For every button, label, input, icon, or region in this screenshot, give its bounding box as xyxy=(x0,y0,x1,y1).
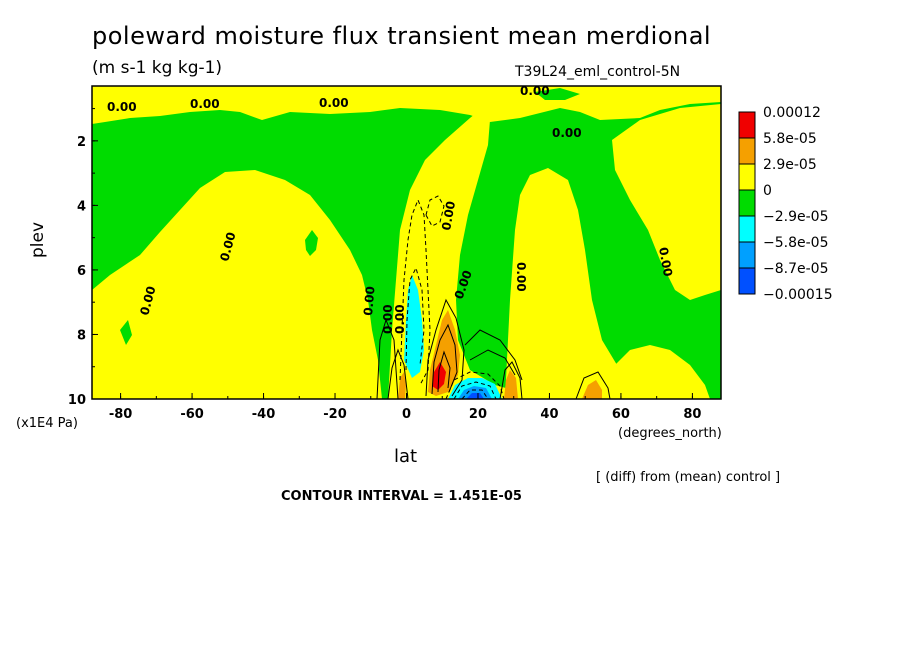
y-axis-units: (x1E4 Pa) xyxy=(16,416,78,431)
contour-neg-2 xyxy=(405,266,425,371)
contour-neg-1 xyxy=(399,198,431,386)
orange-lobe-50n xyxy=(582,380,602,399)
contour-pos-1 xyxy=(425,298,465,397)
colorbar-swatch xyxy=(738,215,756,243)
yellow-tongue-b xyxy=(200,230,248,399)
y-tick-label: 2 xyxy=(77,135,86,150)
yellow-far-north xyxy=(612,104,721,300)
x-tick-label: -60 xyxy=(180,407,204,422)
contour-neg-4 xyxy=(445,371,505,399)
y-tick-label: 6 xyxy=(77,264,86,279)
colorbar-label: −5.8e-05 xyxy=(763,235,828,251)
run-label: T39L24_eml_control-5N xyxy=(515,64,681,80)
green-hole-1 xyxy=(305,230,318,256)
x-tick-label: 40 xyxy=(540,407,558,422)
y-tick-label: 10 xyxy=(68,393,86,408)
colorbar-label: −0.00015 xyxy=(763,287,833,303)
colorbar-label: −2.9e-05 xyxy=(763,209,828,225)
contour-pos-7 xyxy=(376,318,399,399)
contour-pos-4 xyxy=(499,361,523,399)
negative-contour-lines xyxy=(399,195,505,399)
colorbar-label: 2.9e-05 xyxy=(763,157,817,173)
x-axis-label: lat xyxy=(394,446,418,467)
contour-label: 0.00 xyxy=(381,304,395,334)
yellow-lower-right xyxy=(600,345,710,399)
contour-label: 0.00 xyxy=(520,84,550,98)
contour-label: 0.00 xyxy=(190,97,220,111)
x-tick-label: 20 xyxy=(469,407,487,422)
blue-bottom-lobe xyxy=(458,386,492,399)
x-tick-label: -80 xyxy=(109,407,133,422)
colorbar-label: 0.00012 xyxy=(763,105,821,121)
cyan-equator-lobe xyxy=(404,275,424,378)
x-tick-label: 0 xyxy=(402,407,411,422)
y-axis-ticks: 2 4 6 8 10 xyxy=(68,108,98,408)
x-tick-label: 80 xyxy=(683,407,701,422)
colorbar-swatch xyxy=(738,137,756,165)
x-tick-label: -40 xyxy=(252,407,276,422)
chart-title: poleward moisture flux transient mean me… xyxy=(92,22,712,50)
contour-label: 0.00 xyxy=(107,100,137,114)
contour-label: 0.00 xyxy=(656,246,675,278)
green-hole-2 xyxy=(120,320,132,345)
contour-pos-9 xyxy=(469,349,516,376)
colorbar-swatch xyxy=(738,267,756,295)
contour-label: 0.00 xyxy=(514,262,528,292)
contour-label: 0.00 xyxy=(393,304,407,334)
contour-label: 0.00 xyxy=(361,286,378,317)
contour-neg-3 xyxy=(425,195,445,227)
yellow-northern-column xyxy=(505,168,670,399)
colorbar-swatch xyxy=(738,189,756,217)
contour-label: 0.00 xyxy=(552,126,582,140)
deep-blue-bottom xyxy=(466,393,484,399)
x-tick-label: 60 xyxy=(612,407,630,422)
x-axis-units: (degrees_north) xyxy=(618,426,722,441)
diff-note: [ (diff) from (mean) control ] xyxy=(596,470,781,485)
contour-pos-2 xyxy=(431,323,458,395)
contour-field: 0.00 0.00 0.00 0.00 0.00 0.00 0.00 0.00 … xyxy=(92,84,721,399)
contour-pos-8 xyxy=(464,329,523,381)
contour-pos-6 xyxy=(387,348,409,399)
colorbar-label: 0 xyxy=(763,183,772,199)
colorbar-swatch xyxy=(738,111,756,139)
colorbar-label: 5.8e-05 xyxy=(763,131,817,147)
colorbar-label: −8.7e-05 xyxy=(763,261,828,277)
orange-lobe-30n xyxy=(504,370,518,399)
contour-interval: CONTOUR INTERVAL = 1.451E-05 xyxy=(281,489,522,504)
colorbar-legend: 0.00012 5.8e-05 2.9e-05 0 −2.9e-05 −5.8e-05 −8… xyxy=(738,105,833,303)
contour-neg-6 xyxy=(461,389,489,399)
green-hole-3 xyxy=(535,88,580,100)
y-tick-label: 4 xyxy=(77,199,86,214)
x-axis-ticks: -80 -60 -40 -20 0 20 40 60 80 xyxy=(109,393,701,422)
y-tick-label: 8 xyxy=(77,328,86,343)
x-tick-label: -20 xyxy=(323,407,347,422)
yellow-tongue-a xyxy=(120,250,180,399)
contour-pos-5 xyxy=(575,371,611,399)
contour-lines xyxy=(376,298,611,399)
colorbar-swatch xyxy=(738,241,756,269)
contour-pos-3 xyxy=(437,350,451,393)
contour-neg-5 xyxy=(453,381,497,399)
contour-label: 0.00 xyxy=(319,96,349,110)
colorbar-swatch xyxy=(738,163,756,191)
contour-label: 0.00 xyxy=(439,200,458,232)
chart-units: (m s-1 kg kg-1) xyxy=(92,58,223,78)
